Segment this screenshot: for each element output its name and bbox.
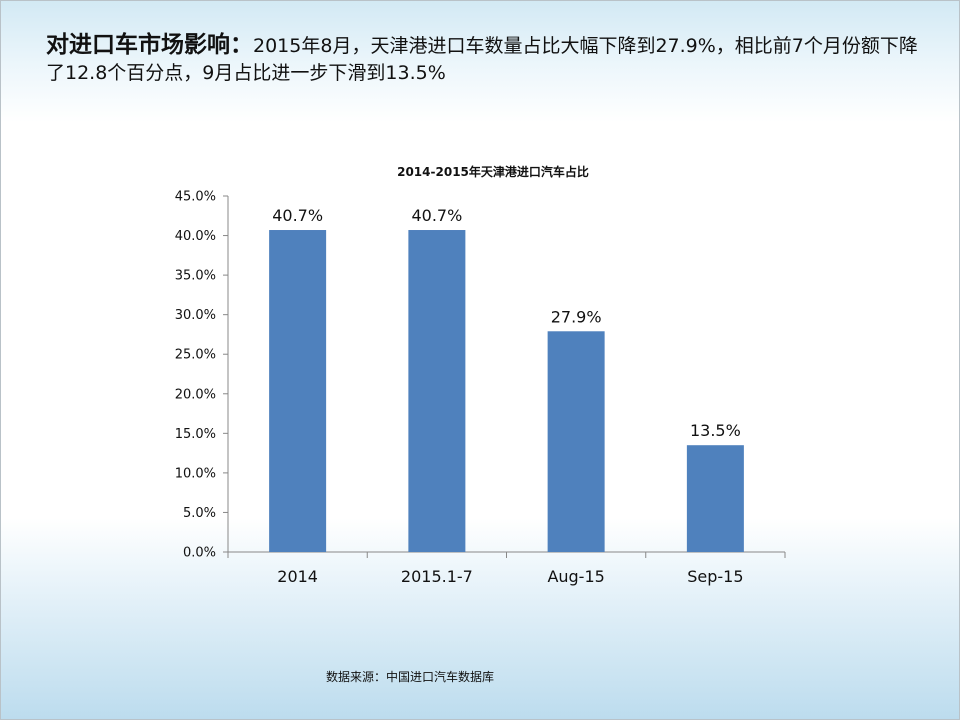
y-tick-label: 5.0% (183, 506, 216, 521)
x-tick-label: Aug-15 (547, 567, 604, 586)
data-label: 40.7% (272, 206, 323, 225)
bar (408, 230, 466, 553)
y-tick-label: 10.0% (175, 466, 216, 481)
headline-text: 2015年8月，天津港进口车数量占比大幅下降到27.9%，相比前7个月份额下降了… (46, 35, 918, 84)
y-tick-label: 20.0% (175, 387, 216, 402)
data-label: 13.5% (690, 421, 741, 440)
y-tick-label: 30.0% (175, 308, 216, 323)
headline-bold: 对进口车市场影响： (46, 32, 253, 58)
bar (547, 331, 605, 552)
data-label: 40.7% (411, 206, 462, 225)
y-tick-label: 35.0% (175, 269, 216, 284)
bar (269, 230, 327, 553)
data-source: 数据来源：中国进口汽车数据库 (325, 670, 494, 684)
x-tick-label: 2014 (277, 567, 318, 586)
plot-area: 0.0% 5.0% 10.0% 15.0% 20.0% 25.0% 30.0% 35.0% 40… (175, 190, 786, 586)
x-tick-label: 2015.1-7 (401, 567, 473, 586)
y-tick-label: 25.0% (175, 348, 216, 363)
x-tick-label: Sep-15 (687, 567, 743, 586)
y-tick-label: 0.0% (183, 546, 216, 561)
data-label: 27.9% (551, 307, 602, 326)
headline: 对进口车市场影响：2015年8月，天津港进口车数量占比大幅下降到27.9%，相比… (46, 32, 926, 87)
y-tick-label: 40.0% (175, 229, 216, 244)
bar (686, 445, 744, 552)
chart-title: 2014-2015年天津港进口汽车占比 (397, 164, 589, 179)
y-tick-label: 15.0% (175, 427, 216, 442)
y-tick-label: 45.0% (175, 190, 216, 205)
